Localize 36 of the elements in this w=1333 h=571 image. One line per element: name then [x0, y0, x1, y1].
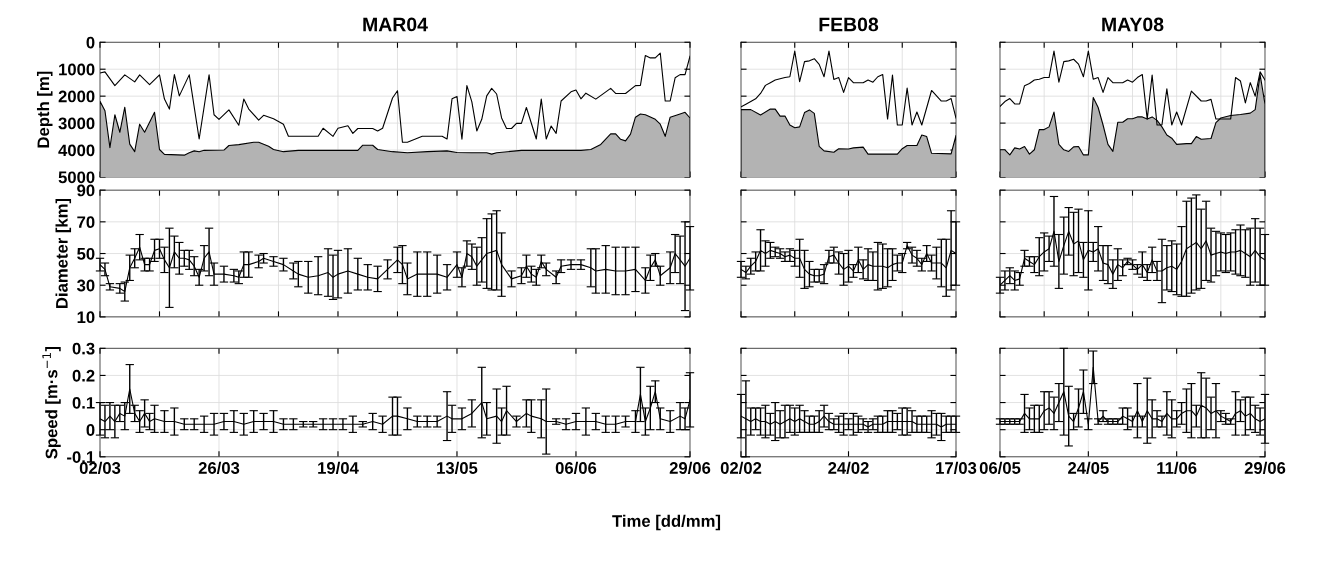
x-tick-label: 11/06: [1157, 461, 1197, 475]
y-tick-label: 10: [77, 311, 95, 324]
x-tick-label: 02/02: [720, 461, 762, 475]
y-axis-title: Depth [m]: [36, 71, 53, 148]
x-tick-label: 06/05: [979, 461, 1021, 475]
x-tick-label: 06/06: [555, 461, 597, 475]
y-tick-label: 90: [77, 184, 95, 197]
y-tick-label: 70: [77, 216, 95, 229]
y-axis-title: Speed [m·s$^{−1}$]: [42, 346, 61, 459]
x-tick-label: 19/04: [318, 461, 359, 475]
x-tick-label: 24/02: [828, 461, 869, 475]
y-tick-label: 30: [76, 279, 95, 292]
x-axis-title: Time [dd/mm]: [612, 514, 721, 531]
y-tick-label: 4000: [58, 144, 95, 157]
y-tick-label: 1000: [59, 63, 95, 76]
y-tick-label: -0.1: [67, 451, 95, 463]
chart-title: FEB08: [819, 17, 879, 32]
x-tick-label: 29/06: [669, 461, 711, 475]
y-tick-label: 0.3: [72, 342, 95, 355]
y-tick-label: 0: [86, 424, 95, 436]
y-tick-label: 0: [86, 36, 95, 49]
chart-title: MAY08: [1102, 17, 1164, 32]
y-tick-label: 0.2: [72, 369, 95, 382]
y-axis-title: Diameter [km]: [55, 198, 72, 308]
y-tick-label: 50: [77, 247, 95, 260]
y-tick-label: 2000: [58, 90, 95, 103]
y-tick-label: 3000: [58, 117, 95, 130]
x-tick-label: 26/03: [198, 461, 240, 475]
y-tick-label: 5000: [58, 171, 95, 184]
chart-title: MAR04: [363, 17, 428, 32]
x-tick-label: 24/05: [1068, 461, 1109, 475]
y-tick-label: 0.1: [72, 396, 95, 409]
x-tick-label: 29/06: [1244, 461, 1286, 475]
x-tick-label: 17/03: [936, 461, 977, 475]
x-tick-label: 02/03: [79, 461, 121, 475]
x-tick-label: 13/05: [437, 461, 478, 475]
